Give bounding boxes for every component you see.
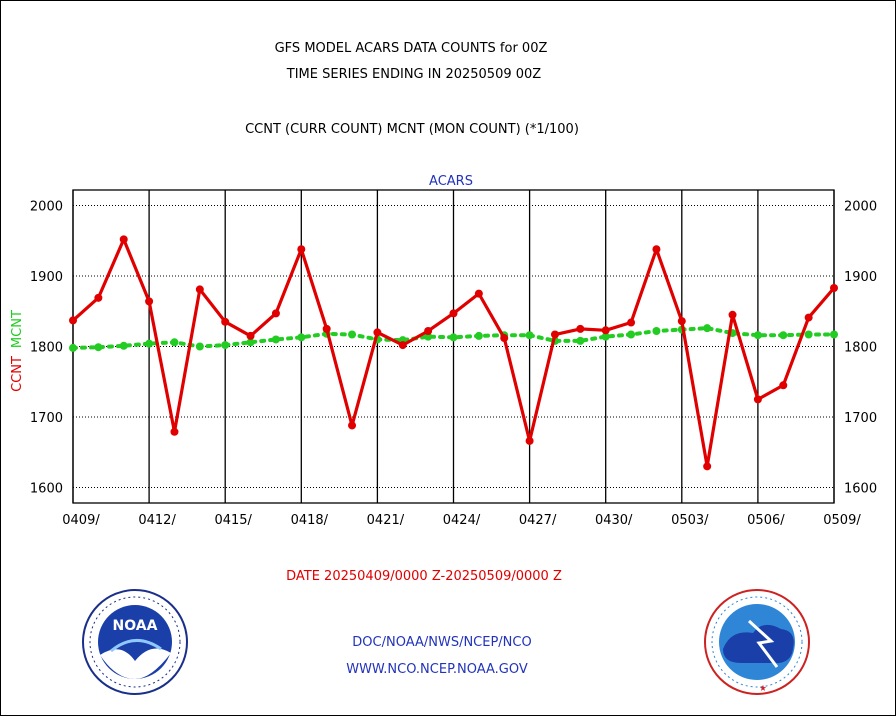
x-tick-label: 0427/ bbox=[519, 513, 557, 528]
point-ccnt bbox=[627, 318, 636, 327]
y-tick-label-right: 2000 bbox=[844, 200, 877, 215]
point-ccnt bbox=[474, 289, 483, 298]
x-tick-label: 0430/ bbox=[595, 513, 633, 528]
point-ccnt bbox=[424, 326, 433, 335]
y-tick-label-left: 1600 bbox=[30, 481, 63, 496]
point-ccnt bbox=[297, 245, 306, 254]
point-ccnt bbox=[601, 326, 610, 335]
point-mcnt bbox=[145, 339, 154, 348]
point-mcnt bbox=[348, 330, 357, 339]
point-mcnt bbox=[652, 326, 661, 335]
point-ccnt bbox=[500, 334, 509, 343]
point-ccnt bbox=[271, 309, 280, 318]
footer-line1: DOC/NOAA/NWS/NCEP/NCO bbox=[352, 635, 531, 650]
point-ccnt bbox=[94, 293, 103, 302]
point-ccnt bbox=[145, 297, 154, 306]
point-mcnt bbox=[525, 331, 534, 340]
point-ccnt bbox=[728, 310, 737, 319]
point-ccnt bbox=[221, 317, 230, 326]
subtitle: CCNT (CURR COUNT) MCNT (MON COUNT) (*1/1… bbox=[245, 122, 579, 137]
date-range: DATE 20250409/0000 Z-20250509/0000 Z bbox=[286, 569, 562, 584]
point-ccnt bbox=[779, 381, 788, 390]
point-mcnt bbox=[195, 342, 204, 351]
point-ccnt bbox=[348, 421, 357, 430]
point-ccnt bbox=[69, 316, 77, 325]
plot-area: 1600 1600 1700 1700 1800 1800 1900 1900 2000 2000… bbox=[30, 189, 877, 528]
title-line2: TIME SERIES ENDING IN 20250509 00Z bbox=[286, 67, 542, 82]
y-label-ccnt: CCNT bbox=[10, 356, 25, 392]
noaa-logo: NOAA bbox=[82, 589, 188, 695]
title-line1: GFS MODEL ACARS DATA COUNTS for 00Z bbox=[275, 41, 548, 56]
x-tick-label: 0418/ bbox=[291, 513, 329, 528]
point-mcnt bbox=[119, 341, 128, 350]
point-ccnt bbox=[677, 317, 686, 326]
point-ccnt bbox=[550, 330, 559, 339]
point-ccnt bbox=[398, 341, 407, 350]
point-ccnt bbox=[119, 235, 128, 244]
x-tick-label: 0424/ bbox=[443, 513, 481, 528]
y-tick-label-left: 1900 bbox=[30, 270, 63, 285]
y-tick-label-right: 1700 bbox=[844, 411, 877, 426]
point-ccnt bbox=[753, 395, 762, 404]
point-ccnt bbox=[322, 324, 331, 333]
svg-text:NOAA: NOAA bbox=[113, 618, 158, 634]
svg-text:★: ★ bbox=[759, 680, 766, 694]
point-mcnt bbox=[830, 330, 838, 339]
point-ccnt bbox=[804, 313, 813, 322]
y-tick-label-left: 1800 bbox=[30, 341, 63, 356]
point-mcnt bbox=[449, 333, 458, 342]
y-tick-label-left: 2000 bbox=[30, 200, 63, 215]
point-mcnt bbox=[474, 331, 483, 340]
point-mcnt bbox=[297, 333, 306, 342]
x-tick-label: 0421/ bbox=[367, 513, 405, 528]
y-tick-label-right: 1800 bbox=[844, 341, 877, 356]
point-mcnt bbox=[170, 338, 179, 347]
point-mcnt bbox=[246, 338, 255, 347]
point-ccnt bbox=[576, 324, 585, 333]
point-mcnt bbox=[627, 330, 636, 339]
point-ccnt bbox=[373, 328, 382, 337]
point-ccnt bbox=[170, 427, 179, 436]
x-tick-label: 0415/ bbox=[214, 513, 252, 528]
point-ccnt bbox=[195, 285, 204, 294]
point-mcnt bbox=[779, 331, 788, 340]
point-ccnt bbox=[652, 245, 661, 254]
x-tick-label: 0509/ bbox=[823, 513, 861, 528]
point-mcnt bbox=[576, 336, 585, 345]
point-mcnt bbox=[804, 330, 813, 339]
point-mcnt bbox=[69, 343, 77, 352]
point-mcnt bbox=[221, 341, 230, 350]
point-mcnt bbox=[424, 332, 433, 341]
point-ccnt bbox=[449, 309, 458, 318]
point-mcnt bbox=[94, 343, 103, 352]
x-tick-label: 0503/ bbox=[671, 513, 709, 528]
point-mcnt bbox=[271, 335, 280, 344]
point-ccnt bbox=[703, 462, 712, 471]
y-label-mcnt: MCNT bbox=[10, 310, 25, 348]
y-tick-label-left: 1700 bbox=[30, 411, 63, 426]
point-ccnt bbox=[830, 283, 838, 292]
plot-title: ACARS bbox=[429, 174, 473, 189]
point-ccnt bbox=[525, 436, 534, 445]
nws-logo: ★ bbox=[704, 589, 810, 695]
y-axis-label: CCNT MCNT bbox=[10, 310, 25, 392]
point-mcnt bbox=[753, 331, 762, 340]
y-tick-label-right: 1600 bbox=[844, 481, 877, 496]
point-ccnt bbox=[246, 331, 255, 340]
x-tick-label: 0506/ bbox=[747, 513, 785, 528]
x-tick-label: 0409/ bbox=[62, 513, 100, 528]
x-tick-label: 0412/ bbox=[138, 513, 176, 528]
y-tick-label-right: 1900 bbox=[844, 270, 877, 285]
footer-line2: WWW.NCO.NCEP.NOAA.GOV bbox=[346, 662, 528, 677]
point-mcnt bbox=[601, 332, 610, 341]
point-mcnt bbox=[703, 324, 712, 333]
